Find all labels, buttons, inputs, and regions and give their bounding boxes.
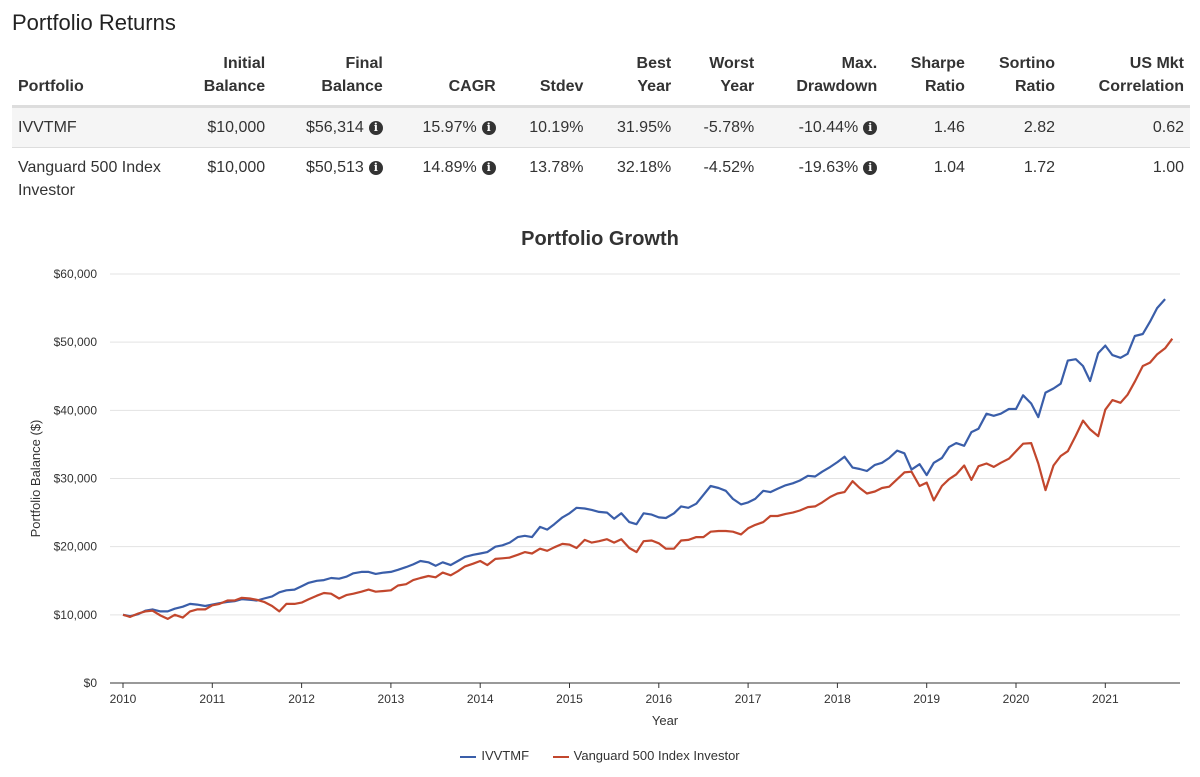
col-initial-balance[interactable]: Initial Balance: [174, 48, 272, 108]
cell-worst-year: -4.52%: [703, 159, 755, 176]
cell-sharpe-ratio: 1.04: [933, 159, 965, 176]
col-sharpe-ratio[interactable]: Sharpe Ratio: [883, 48, 971, 108]
col-worst-year[interactable]: Worst Year: [677, 48, 761, 108]
cell-cagr: 14.89% i: [389, 148, 502, 211]
cell-stdev: 10.19%: [501, 106, 590, 148]
info-icon[interactable]: i: [368, 121, 383, 135]
legend-label: Vanguard 500 Index Investor: [573, 748, 740, 763]
cell-max-drawdown: -10.44% i: [760, 106, 884, 148]
series-line-vanguard-500[interactable]: [122, 338, 1174, 620]
portfolio-growth-chart: $0 $10,000 $20,000 $30,000 $40,000 $50,000 $60…: [28, 267, 1180, 728]
chart-title: Portfolio Growth: [521, 228, 679, 250]
legend-swatch: [460, 755, 477, 758]
legend-swatch: [552, 755, 569, 758]
table-row: Vanguard 500 Index Investor $10,000 $50,…: [12, 148, 1190, 211]
col-max-drawdown[interactable]: Max. Drawdown: [760, 48, 884, 108]
info-icon[interactable]: i: [368, 161, 383, 175]
x-tick-label: 2020: [1003, 692, 1030, 706]
cell-portfolio: Vanguard 500 Index Investor: [18, 159, 161, 199]
chart-series: [122, 298, 1174, 620]
x-tick-label: 2018: [824, 692, 851, 706]
cell-max-drawdown: -19.63% i: [760, 148, 883, 211]
cell-stdev: 13.78%: [529, 159, 584, 176]
y-tick-label: $30,000: [54, 472, 98, 486]
y-axis-ticks: $0 $10,000 $20,000 $30,000 $40,000 $50,000 $60…: [54, 267, 98, 690]
series-line-ivvtmf[interactable]: [122, 298, 1166, 618]
x-tick-label: 2013: [378, 692, 405, 706]
table-header-row: Portfolio Initial Balance Final Balance CA…: [12, 48, 1190, 108]
y-tick-label: $50,000: [54, 335, 98, 349]
cell-sortino-ratio: 1.72: [1023, 159, 1055, 176]
y-tick-label: $10,000: [54, 608, 98, 622]
x-tick-label: 2021: [1092, 692, 1119, 706]
col-us-mkt-correlation[interactable]: US Mkt Correlation: [1061, 48, 1190, 108]
x-tick-label: 2012: [288, 692, 315, 706]
cell-sharpe-ratio: 1.46: [883, 106, 971, 148]
cell-worst-year: -5.78%: [677, 106, 761, 148]
cell-sortino-ratio: 2.82: [970, 106, 1061, 148]
y-tick-label: $60,000: [54, 267, 98, 281]
x-tick-label: 2015: [556, 692, 583, 706]
chart-gridlines: [110, 273, 1180, 616]
chart-legend: IVVTMF Vanguard 500 Index Investor: [0, 748, 1200, 763]
info-icon[interactable]: i: [481, 121, 496, 135]
x-tick-label: 2010: [110, 692, 137, 706]
legend-item-ivvtmf[interactable]: IVVTMF: [460, 748, 529, 763]
page-title: Portfolio Returns: [12, 10, 176, 35]
y-tick-label: $40,000: [54, 403, 98, 417]
y-tick-label: $0: [84, 676, 98, 690]
info-icon[interactable]: i: [863, 121, 878, 135]
x-tick-label: 2016: [645, 692, 672, 706]
x-tick-label: 2011: [199, 692, 225, 706]
x-tick-label: 2014: [467, 692, 494, 706]
x-tick-label: 2019: [913, 692, 940, 706]
portfolio-returns-table: Portfolio Initial Balance Final Balance CA…: [12, 48, 1190, 210]
cell-initial-balance: $10,000: [174, 106, 272, 148]
legend-item-vanguard-500[interactable]: Vanguard 500 Index Investor: [552, 748, 740, 763]
y-axis-label: Portfolio Balance ($): [28, 420, 43, 538]
cell-us-mkt-correlation: 1.00: [1152, 159, 1184, 176]
cell-final-balance: $56,314 i: [271, 106, 389, 148]
col-stdev[interactable]: Stdev: [501, 48, 590, 108]
legend-label: IVVTMF: [481, 748, 530, 763]
col-best-year[interactable]: Best Year: [589, 48, 678, 108]
cell-best-year: 32.18%: [616, 159, 672, 176]
col-final-balance[interactable]: Final Balance: [271, 48, 389, 108]
cell-best-year: 31.95%: [589, 106, 678, 148]
y-tick-label: $20,000: [54, 540, 98, 554]
cell-us-mkt-correlation: 0.62: [1061, 106, 1190, 148]
cell-cagr: 15.97% i: [388, 106, 502, 148]
x-axis-label: Year: [652, 713, 679, 728]
col-cagr[interactable]: CAGR: [388, 48, 502, 108]
cell-portfolio: IVVTMF: [12, 106, 174, 148]
info-icon[interactable]: i: [863, 161, 878, 175]
col-portfolio[interactable]: Portfolio: [12, 48, 174, 108]
x-axis-ticks: 2010 2011 2012 2013 2014 2015 2016 2017 2018 2019…: [110, 683, 1119, 706]
info-icon[interactable]: i: [481, 161, 496, 175]
table-row: IVVTMF $10,000 $56,314 i 15.97% i 10.19% 3…: [12, 106, 1190, 148]
x-tick-label: 2017: [735, 692, 762, 706]
cell-final-balance: $50,513 i: [271, 148, 389, 211]
cell-initial-balance: $10,000: [207, 159, 266, 176]
col-sortino-ratio[interactable]: Sortino Ratio: [970, 48, 1061, 108]
